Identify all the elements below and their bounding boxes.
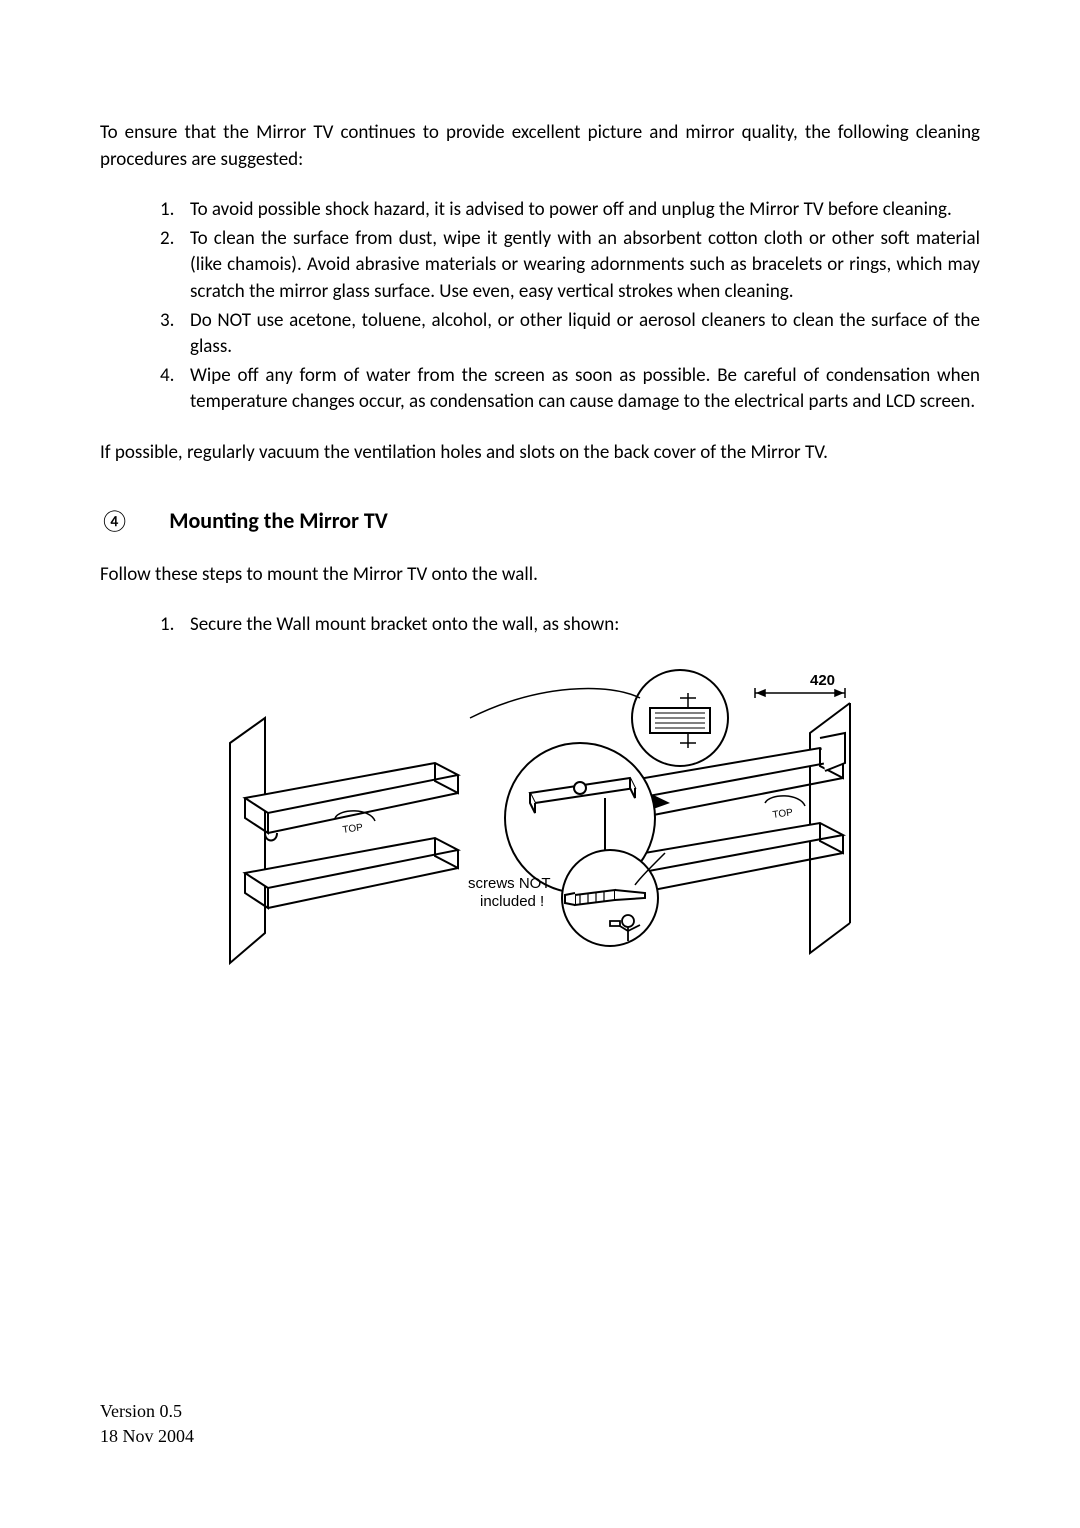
top-label-left: TOP xyxy=(342,822,364,836)
list-number: 1. xyxy=(160,197,190,224)
cleaning-list: 1. To avoid possible shock hazard, it is… xyxy=(100,197,980,416)
section-header: ④ Mounting the Mirror TV xyxy=(100,507,980,534)
list-text: To clean the surface from dust, wipe it … xyxy=(190,226,980,306)
list-text: Secure the Wall mount bracket onto the w… xyxy=(190,612,980,639)
top-label-right: TOP xyxy=(772,807,794,821)
intro-paragraph: To ensure that the Mirror TV continues t… xyxy=(100,120,980,173)
list-text: Do NOT use acetone, toluene, alcohol, or… xyxy=(190,308,980,361)
section-number-icon: ④ xyxy=(100,507,129,534)
mounting-intro: Follow these steps to mount the Mirror T… xyxy=(100,562,980,589)
list-number: 4. xyxy=(160,363,190,416)
version-label: Version 0.5 xyxy=(100,1399,194,1423)
post-paragraph: If possible, regularly vacuum the ventil… xyxy=(100,440,980,467)
dimension-label: 420 xyxy=(810,672,835,689)
list-text: Wipe off any form of water from the scre… xyxy=(190,363,980,416)
list-item: 3. Do NOT use acetone, toluene, alcohol,… xyxy=(160,308,980,361)
date-label: 18 Nov 2004 xyxy=(100,1424,194,1448)
list-number: 1. xyxy=(160,612,190,639)
list-text: To avoid possible shock hazard, it is ad… xyxy=(190,197,980,224)
list-number: 2. xyxy=(160,226,190,306)
list-item: 4. Wipe off any form of water from the s… xyxy=(160,363,980,416)
footer: Version 0.5 18 Nov 2004 xyxy=(100,1399,194,1448)
list-item: 1. Secure the Wall mount bracket onto th… xyxy=(160,612,980,639)
mounting-list: 1. Secure the Wall mount bracket onto th… xyxy=(100,612,980,639)
list-item: 1. To avoid possible shock hazard, it is… xyxy=(160,197,980,224)
diagram-container: 420 screws NOT included ! TOP TOP xyxy=(100,663,980,998)
list-number: 3. xyxy=(160,308,190,361)
mounting-diagram: 420 screws NOT included ! TOP TOP xyxy=(210,663,870,993)
list-item: 2. To clean the surface from dust, wipe … xyxy=(160,226,980,306)
callout-line-1: screws NOT xyxy=(468,875,551,892)
callout-line-2: included ! xyxy=(480,893,544,910)
section-title: Mounting the Mirror TV xyxy=(169,507,388,534)
